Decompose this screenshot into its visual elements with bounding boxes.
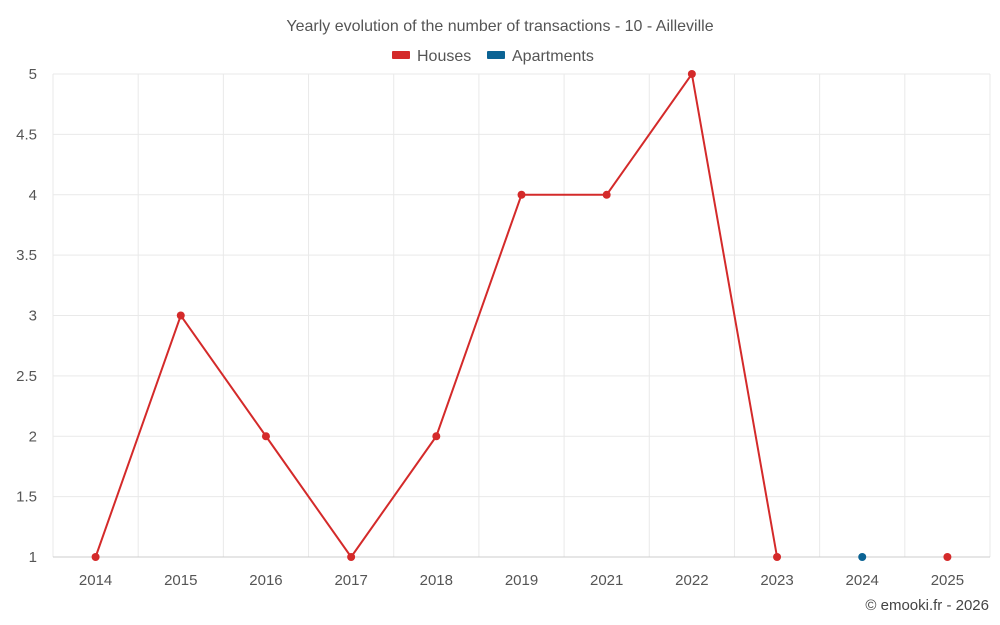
x-tick-label: 2019 bbox=[505, 572, 538, 589]
y-tick-label: 4.5 bbox=[16, 126, 37, 143]
y-tick-label: 2.5 bbox=[16, 368, 37, 385]
data-point[interactable] bbox=[773, 553, 782, 561]
y-tick-label: 2 bbox=[29, 428, 37, 445]
y-axis: 1 1.5 2 2.5 3 3.5 4 4.5 5 bbox=[16, 66, 37, 566]
data-point[interactable] bbox=[347, 553, 356, 561]
legend-label: Houses bbox=[417, 48, 471, 65]
x-tick-label: 2025 bbox=[931, 572, 964, 589]
legend-swatch bbox=[392, 51, 410, 59]
grid bbox=[52, 73, 991, 558]
y-tick-label: 1.5 bbox=[16, 489, 37, 506]
data-point[interactable] bbox=[261, 432, 270, 441]
x-axis: 2014 2015 2016 2017 2018 2019 2021 2022 2023 2024… bbox=[79, 572, 964, 589]
credit-text: © emooki.fr - 2026 bbox=[865, 597, 989, 614]
y-tick-label: 1 bbox=[29, 549, 37, 566]
data-point[interactable] bbox=[176, 311, 185, 320]
legend-item-apartments[interactable]: Apartments bbox=[487, 48, 594, 65]
x-tick-label: 2016 bbox=[249, 572, 282, 589]
x-tick-label: 2023 bbox=[760, 572, 793, 589]
data-point[interactable] bbox=[687, 70, 696, 78]
chart-title: Yearly evolution of the number of transa… bbox=[286, 18, 713, 35]
y-tick-label: 4 bbox=[29, 187, 37, 204]
series-houses bbox=[91, 70, 952, 561]
legend-swatch bbox=[487, 51, 505, 59]
y-tick-label: 3 bbox=[29, 308, 37, 325]
x-tick-label: 2015 bbox=[164, 572, 197, 589]
x-tick-label: 2014 bbox=[79, 572, 112, 589]
x-tick-label: 2021 bbox=[590, 572, 623, 589]
data-point[interactable] bbox=[432, 432, 441, 441]
y-tick-label: 5 bbox=[29, 66, 37, 83]
legend-label: Apartments bbox=[512, 48, 594, 65]
data-point[interactable] bbox=[943, 553, 952, 561]
legend-item-houses[interactable]: Houses bbox=[392, 48, 471, 65]
legend: Houses Apartments bbox=[392, 48, 594, 65]
data-point[interactable] bbox=[517, 190, 526, 199]
data-point[interactable] bbox=[91, 553, 100, 561]
x-tick-label: 2024 bbox=[846, 572, 879, 589]
data-point[interactable] bbox=[602, 190, 611, 199]
x-tick-label: 2022 bbox=[675, 572, 708, 589]
data-point[interactable] bbox=[858, 553, 867, 561]
series-layer bbox=[91, 70, 952, 561]
x-tick-label: 2017 bbox=[334, 572, 367, 589]
x-tick-label: 2018 bbox=[420, 572, 453, 589]
y-tick-label: 3.5 bbox=[16, 247, 37, 264]
series-apartments bbox=[858, 553, 867, 561]
